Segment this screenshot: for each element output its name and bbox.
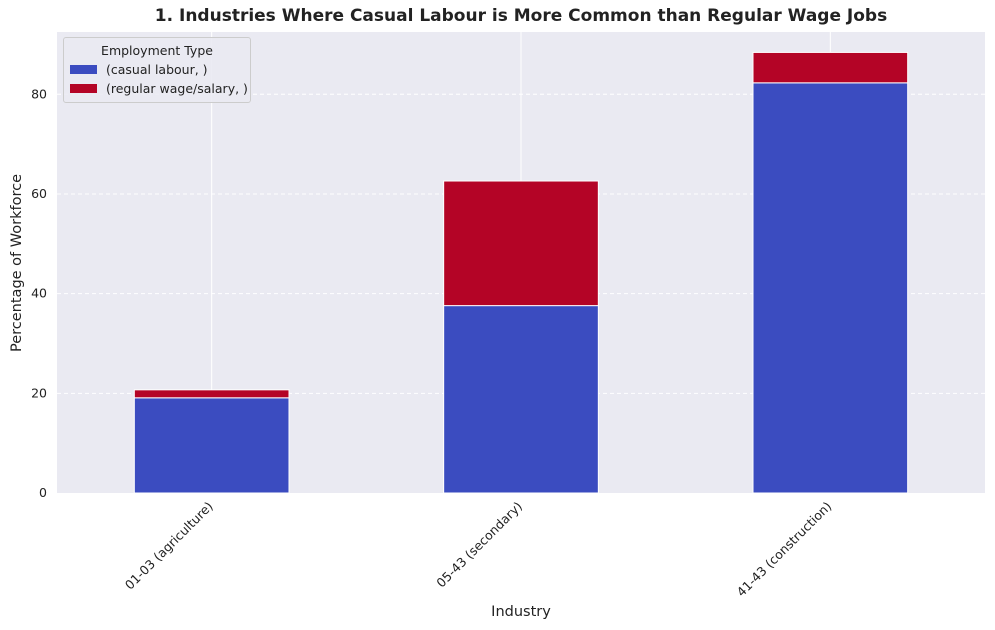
bar-casual-labour-0 (133, 397, 290, 494)
legend-label-regular-wage: (regular wage/salary, ) (106, 81, 248, 96)
y-axis-label: Percentage of Workforce (9, 174, 25, 352)
legend-title: Employment Type (101, 43, 213, 58)
legend-item-regular-wage: (regular wage/salary, ) (70, 81, 250, 96)
x-tick-label: 41-43 (construction) (733, 499, 834, 600)
y-tick-label: 60 (31, 186, 47, 201)
x-tick-label: 01-03 (agriculture) (122, 499, 216, 593)
x-axis-label: Industry (491, 604, 551, 620)
chart-title: 1. Industries Where Casual Labour is Mor… (154, 6, 888, 26)
y-tick-label: 40 (31, 286, 47, 301)
y-tick-label: 0 (39, 485, 47, 500)
bars (133, 51, 909, 494)
bar-regular-wage-0 (133, 389, 290, 399)
bar-casual-labour-2 (752, 82, 909, 494)
bar-regular-wage-2 (752, 51, 909, 84)
legend-label-casual-labour: (casual labour, ) (106, 62, 208, 77)
bar-regular-wage-1 (443, 180, 599, 307)
legend: Employment Type (casual labour, ) (regul… (63, 37, 251, 103)
y-tick-labels: 0 20 40 60 80 (31, 86, 47, 500)
legend-swatch-regular-wage (70, 84, 97, 93)
bar-casual-labour-1 (443, 305, 599, 494)
legend-swatch-casual-labour (70, 65, 97, 74)
y-tick-label: 80 (31, 86, 47, 101)
legend-item-casual-labour: (casual labour, ) (70, 62, 250, 77)
x-tick-label: 05-43 (secondary) (433, 499, 525, 591)
x-tick-labels: 01-03 (agriculture) 05-43 (secondary) 41-4… (122, 499, 835, 600)
y-tick-label: 20 (31, 385, 47, 400)
